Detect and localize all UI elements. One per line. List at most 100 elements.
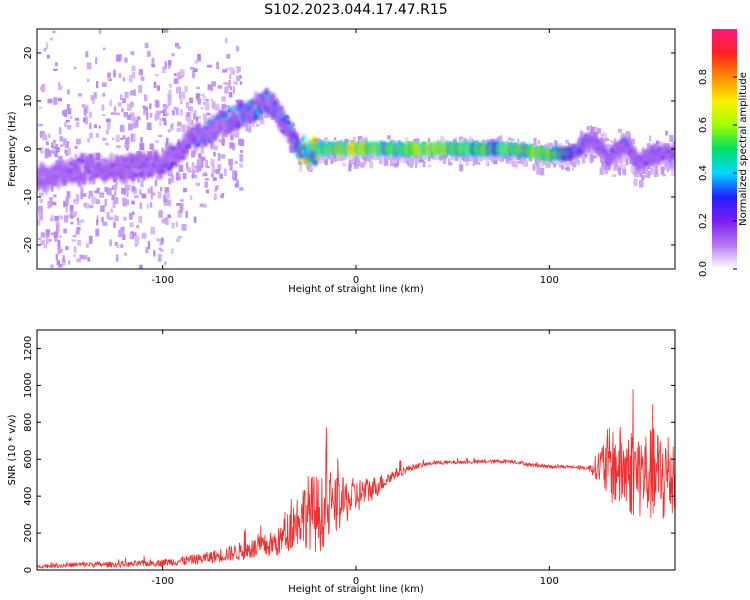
spectrogram-speckle-cell xyxy=(114,241,118,246)
spectrogram-speckle-cell xyxy=(217,85,223,89)
spectrogram-speckle-cell xyxy=(229,142,234,149)
spectrogram-speckle-cell xyxy=(86,105,89,114)
spectrogram-speckle-cell xyxy=(230,69,236,75)
spectrogram-speckle-cell xyxy=(88,235,93,244)
spectrogram-speckle-cell xyxy=(232,86,235,94)
spectrogram-speckle-cell xyxy=(57,247,61,254)
spectrogram-speckle-cell xyxy=(415,158,418,166)
spectrogram-speckle-cell xyxy=(78,93,83,97)
spectrogram-speckle-cell xyxy=(98,29,102,34)
spectrogram-speckle-cell xyxy=(213,169,219,174)
spectrogram-speckle-cell xyxy=(536,163,540,168)
spectrogram-speckle-cell xyxy=(211,81,217,87)
spectrogram-speckle-cell xyxy=(95,199,101,205)
spectrogram-speckle-cell xyxy=(105,129,109,135)
spectrogram-speckle-cell xyxy=(590,149,595,154)
spectrogram-speckle-cell xyxy=(161,237,164,244)
spectrogram-speckle-cell xyxy=(235,46,240,52)
spectrogram-speckle-cell xyxy=(167,129,172,133)
spectrogram-speckle-cell xyxy=(38,237,41,241)
spectrogram-speckle-cell xyxy=(180,109,183,116)
spectrogram-speckle-cell xyxy=(77,239,82,246)
spectrogram-speckle-cell xyxy=(53,142,56,147)
spectrogram-speckle-cell xyxy=(114,106,117,112)
spectrogram-speckle-cell xyxy=(405,137,409,140)
spectrogram-speckle-cell xyxy=(76,226,81,231)
spectrogram-speckle-cell xyxy=(66,124,72,130)
spectrogram-speckle-cell xyxy=(223,82,229,85)
spectrogram-speckle-cell xyxy=(214,145,218,151)
spectrogram-speckle-cell xyxy=(214,189,217,192)
spectrogram-speckle-cell xyxy=(50,264,54,268)
spectrogram-speckle-cell xyxy=(225,67,230,70)
spectrogram-speckle-cell xyxy=(171,53,175,57)
spectrogram-speckle-cell xyxy=(199,203,204,208)
spectrogram-speckle-cell xyxy=(207,84,212,91)
spectrogram-speckle-cell xyxy=(319,156,323,161)
spectrogram-speckle-cell xyxy=(600,137,604,140)
spectrogram-speckle-cell xyxy=(649,135,652,142)
spectrogram-speckle-cell xyxy=(213,193,217,201)
spectrogram-speckle-cell xyxy=(178,165,184,172)
spectrogram-speckle-cell xyxy=(120,229,125,236)
spectrogram-speckle-cell xyxy=(195,182,201,186)
spectrogram-speckle-cell xyxy=(547,142,553,147)
spectrogram-speckle-cell xyxy=(633,171,636,175)
spectrogram-speckle-cell xyxy=(232,132,237,138)
spectrogram-speckle-cell xyxy=(38,216,43,221)
spectrogram-speckle-cell xyxy=(206,166,210,169)
spectrogram-speckle-cell xyxy=(194,174,198,179)
spectrogram-speckle-cell xyxy=(190,107,194,114)
spectrogram-speckle-cell xyxy=(122,77,125,82)
spectrogram-speckle-cell xyxy=(536,157,542,162)
spectrogram-speckle-cell xyxy=(619,163,623,170)
spectrogram-speckle-cell xyxy=(63,228,67,234)
spectrogram-speckle-cell xyxy=(204,171,207,174)
spectrogram-speckle-cell xyxy=(194,60,199,64)
spectrogram-speckle-cell xyxy=(179,203,184,211)
spectrogram-speckle-cell xyxy=(505,153,511,161)
spectrogram-speckle-cell xyxy=(141,232,147,239)
spectrogram-speckle-cell xyxy=(87,257,91,262)
spectrogram-speckle-cell xyxy=(155,100,160,108)
spectrogram-speckle-cell xyxy=(161,147,164,153)
spectrogram-speckle-cell xyxy=(147,188,150,194)
spectrogram-speckle-cell xyxy=(187,166,191,173)
spectrogram-speckle-cell xyxy=(102,137,107,141)
spectrogram-speckle-cell xyxy=(447,157,451,165)
spectrogram-speckle-cell xyxy=(378,156,383,165)
spectrogram-speckle-cell xyxy=(102,113,106,117)
spectrogram-speckle-cell xyxy=(168,60,172,66)
spectrogram-speckle-cell xyxy=(101,216,104,223)
spectrogram-speckle-cell xyxy=(499,135,503,142)
spectrogram-speckle-cell xyxy=(120,244,124,248)
spectrogram-xtick-label: -100 xyxy=(151,275,174,286)
spectrogram-ridge-cell xyxy=(56,180,62,190)
spectrogram-speckle-cell xyxy=(182,187,187,193)
spectrogram-xlabel: Height of straight line (km) xyxy=(288,284,424,295)
spectrogram-speckle-cell xyxy=(662,159,666,163)
spectrogram-speckle-cell xyxy=(131,200,135,205)
spectrogram-speckle-cell xyxy=(76,220,81,226)
spectrogram-speckle-cell xyxy=(104,198,107,207)
spectrogram-speckle-cell xyxy=(562,159,567,166)
spectrogram-speckle-cell xyxy=(205,98,209,102)
spectrogram-speckle-cell xyxy=(55,221,60,228)
spectrogram-speckle-cell xyxy=(234,183,239,188)
spectrogram-speckle-cell xyxy=(333,152,337,159)
spectrogram-ytick-label: -20 xyxy=(23,237,34,253)
spectrogram-speckle-cell xyxy=(200,156,206,161)
spectrogram-speckle-cell xyxy=(320,156,326,163)
spectrogram-speckle-cell xyxy=(104,187,109,192)
spectrogram-speckle-cell xyxy=(127,136,130,144)
spectrogram-speckle-cell xyxy=(233,81,238,85)
spectrogram-speckle-cell xyxy=(212,103,217,109)
spectrogram-speckle-cell xyxy=(128,75,133,83)
spectrogram-speckle-cell xyxy=(440,137,445,144)
spectrogram-ridge-cell xyxy=(283,114,289,119)
spectrogram-speckle-cell xyxy=(134,235,140,244)
spectrogram-speckle-cell xyxy=(130,101,134,108)
colorbar-label: Normalized spectral amplitude xyxy=(738,72,749,226)
spectrogram-speckle-cell xyxy=(572,157,577,162)
spectrogram-speckle-cell xyxy=(571,163,575,171)
